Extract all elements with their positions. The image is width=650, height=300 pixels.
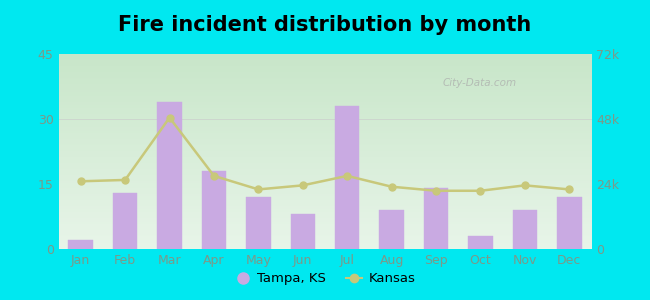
- Bar: [113, 193, 137, 249]
- Text: City-Data.com: City-Data.com: [442, 78, 516, 88]
- Bar: [557, 197, 582, 249]
- Bar: [468, 236, 493, 249]
- Bar: [246, 197, 270, 249]
- Bar: [157, 102, 182, 249]
- Bar: [68, 240, 93, 249]
- Bar: [513, 210, 537, 249]
- Bar: [424, 188, 448, 249]
- Legend: Tampa, KS, Kansas: Tampa, KS, Kansas: [229, 267, 421, 290]
- Bar: [380, 210, 404, 249]
- Bar: [335, 106, 359, 249]
- Text: Fire incident distribution by month: Fire incident distribution by month: [118, 15, 532, 35]
- Bar: [291, 214, 315, 249]
- Bar: [202, 171, 226, 249]
